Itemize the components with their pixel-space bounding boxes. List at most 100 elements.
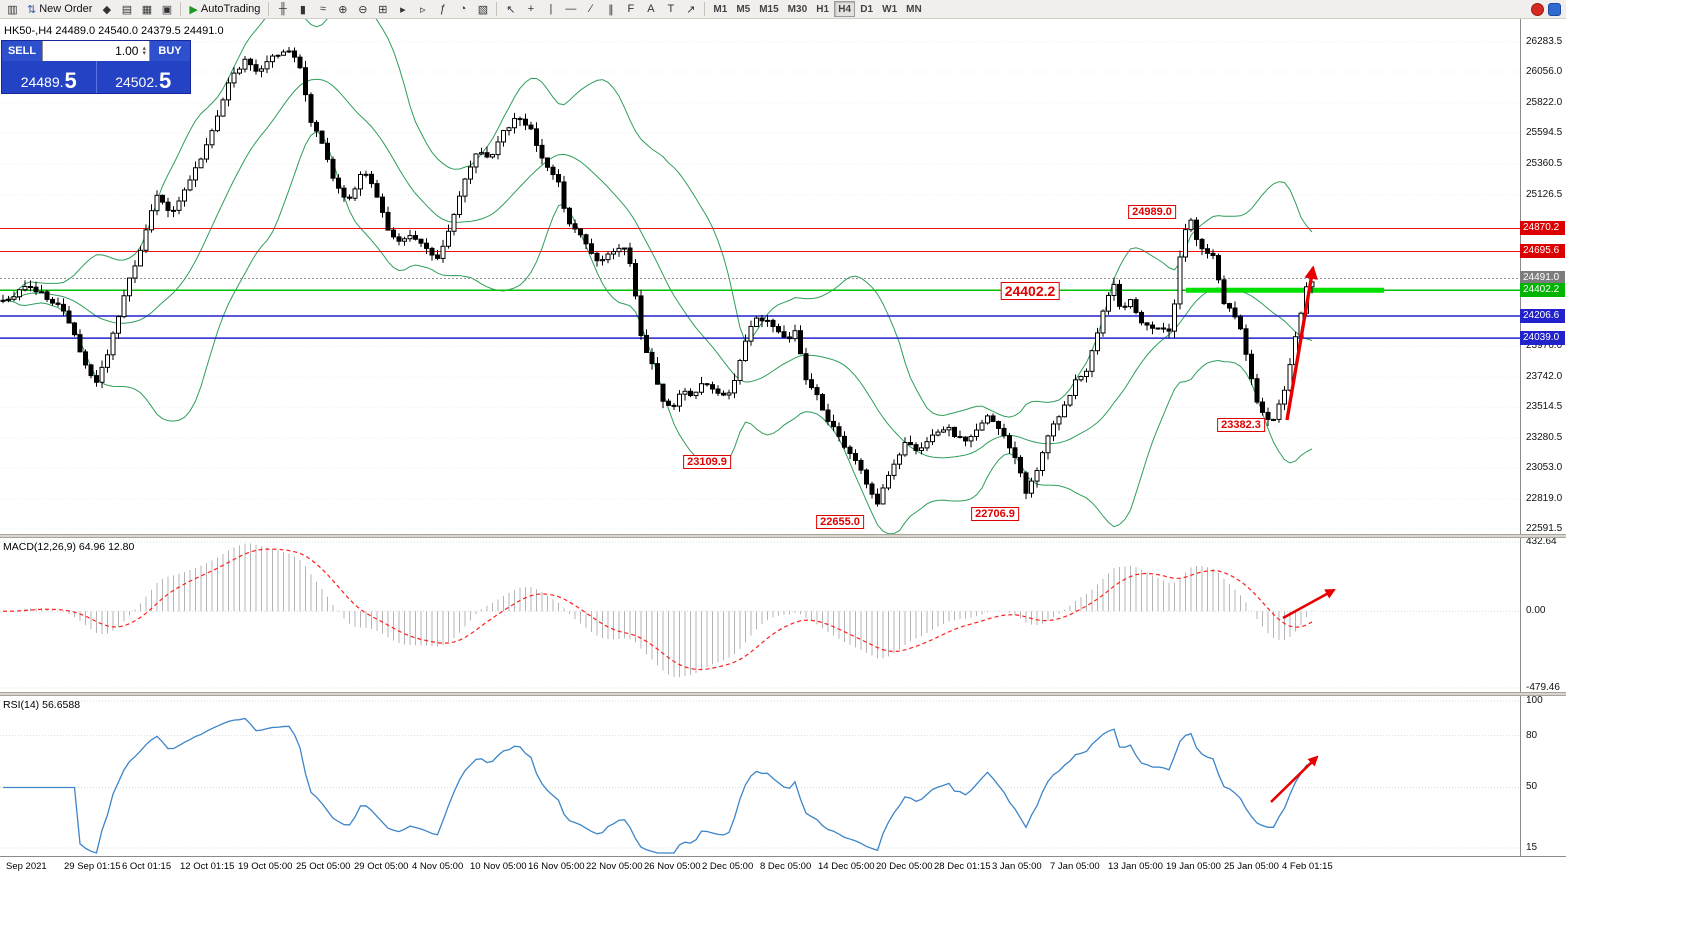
price-chart-panel[interactable]: HK50-,H4 24489.0 24540.0 24379.5 24491.0… (0, 19, 1566, 534)
market-watch-icon[interactable]: ▤ (117, 1, 136, 18)
price-axis-label: 25360.5 (1526, 157, 1563, 169)
time-axis-label: 12 Oct 01:15 (180, 861, 235, 872)
price-badge: 24491.0 (1520, 271, 1565, 286)
price-axis-label: 22819.0 (1526, 493, 1563, 505)
time-axis-label: 4 Nov 05:00 (412, 861, 464, 872)
sell-price-big: 5 (64, 68, 77, 93)
rsi-panel[interactable]: RSI(14) 56.6588 100 80 50 15 (0, 696, 1566, 856)
charts-icon[interactable]: ▥ (3, 1, 22, 18)
templates-icon[interactable]: ▧ (473, 1, 492, 18)
app-badge-icon[interactable] (1548, 2, 1561, 16)
macd-axis[interactable]: 432.64 0.00 -479.46 (1520, 538, 1566, 692)
crosshair-icon[interactable]: + (521, 1, 540, 18)
rsi-axis-label: 15 (1526, 842, 1538, 853)
price-badge: 24206.6 (1520, 308, 1565, 323)
price-annotation[interactable]: 22706.9 (971, 507, 1019, 521)
bar-chart-icon[interactable]: ╫ (273, 1, 292, 18)
candlestick-chart[interactable] (0, 19, 1520, 534)
chart-title: HK50-,H4 24489.0 24540.0 24379.5 24491.0 (4, 25, 224, 37)
timeframe-m1[interactable]: M1 (709, 1, 731, 17)
time-axis-label: 29 Sep 01:15 (64, 861, 121, 872)
tile-windows-icon[interactable]: ⊞ (373, 1, 392, 18)
timeframe-h1[interactable]: H1 (812, 1, 833, 17)
vertical-line-icon[interactable]: | (541, 1, 560, 18)
sell-button[interactable]: SELL (2, 41, 42, 61)
sell-price[interactable]: 24489. 5 (2, 61, 97, 93)
volume-up-icon[interactable]: ▴ (142, 45, 146, 52)
price-annotation[interactable]: 23382.3 (1217, 418, 1265, 432)
auto-scroll-icon[interactable]: ▸ (393, 1, 412, 18)
time-axis-label: 29 Oct 05:00 (354, 861, 409, 872)
horizontal-line-icon[interactable]: — (561, 1, 580, 18)
indicators-icon[interactable]: ƒ (433, 1, 452, 18)
equidistant-channel-icon[interactable]: ∥ (601, 1, 620, 18)
line-chart-icon[interactable]: ≈ (313, 1, 332, 18)
record-icon[interactable] (1531, 2, 1544, 16)
price-badge: 24039.0 (1520, 331, 1565, 346)
time-axis-label: 10 Nov 05:00 (470, 861, 527, 872)
label-icon[interactable]: T (661, 1, 680, 18)
chart-shift-icon[interactable]: ▹ (413, 1, 432, 18)
metaeditor-icon[interactable]: ◆ (97, 1, 116, 18)
text-icon[interactable]: A (641, 1, 660, 18)
time-axis[interactable]: Sep 2021 29 Sep 01:15 6 Oct 01:15 12 Oct 01… (0, 856, 1566, 878)
autotrading-button[interactable]: ▶ AutoTrading (185, 1, 264, 18)
timeframe-w1[interactable]: W1 (878, 1, 901, 17)
timeframe-h4[interactable]: H4 (834, 1, 856, 17)
price-axis-label: 22591.5 (1526, 523, 1563, 534)
timeframe-m5[interactable]: M5 (732, 1, 754, 17)
panel-splitter-macd[interactable] (0, 534, 1566, 538)
cursor-icon[interactable]: ↖ (501, 1, 520, 18)
time-axis-label: Sep 2021 (6, 861, 47, 872)
price-annotation[interactable]: 23109.9 (683, 455, 731, 469)
sell-price-small: 24489. (20, 74, 64, 90)
volume-down-icon[interactable]: ▾ (142, 50, 146, 57)
new-order-icon: ⇅ (27, 3, 37, 16)
fibonacci-icon[interactable]: F (621, 1, 640, 18)
macd-chart[interactable] (0, 538, 1520, 692)
trade-panel-top-row: SELL 1.00 ▴ ▾ BUY (2, 41, 190, 61)
buy-price[interactable]: 24502. 5 (97, 61, 191, 93)
rsi-axis-label: 50 (1526, 781, 1538, 793)
macd-label: MACD(12,26,9) 64.96 12.80 (3, 541, 134, 553)
time-axis-label: 3 Jan 05:00 (992, 861, 1042, 872)
price-annotation[interactable]: 22655.0 (816, 515, 864, 529)
new-order-button[interactable]: ⇅ New Order (23, 1, 96, 18)
time-axis-label: 28 Dec 01:15 (934, 861, 991, 872)
trendline-icon[interactable]: ∕ (581, 1, 600, 18)
price-axis-label: 25126.5 (1526, 188, 1563, 200)
price-annotation[interactable]: 24989.0 (1128, 205, 1176, 219)
rsi-axis-label: 80 (1526, 729, 1538, 741)
volume-spinner[interactable]: ▴ ▾ (142, 45, 146, 57)
price-axis-label: 25594.5 (1526, 126, 1563, 138)
arrows-icon[interactable]: ↗ (681, 1, 700, 18)
time-axis-label: 20 Dec 05:00 (876, 861, 933, 872)
terminal-icon[interactable]: ▣ (157, 1, 176, 18)
periods-icon[interactable]: ◔ (453, 1, 472, 18)
price-axis-label: 26056.0 (1526, 66, 1563, 78)
price-axis-label: 23742.0 (1526, 371, 1563, 383)
navigator-icon[interactable]: ▦ (137, 1, 156, 18)
macd-panel[interactable]: MACD(12,26,9) 64.96 12.80 432.64 0.00 -479… (0, 538, 1566, 692)
zoom-out-icon[interactable]: ⊖ (353, 1, 372, 18)
volume-input[interactable]: 1.00 ▴ ▾ (42, 41, 150, 61)
timeframe-m15[interactable]: M15 (755, 1, 782, 17)
timeframe-d1[interactable]: D1 (856, 1, 877, 17)
toolbar-separator (268, 2, 270, 16)
rsi-axis[interactable]: 100 80 50 15 (1520, 696, 1566, 856)
timeframe-m30[interactable]: M30 (784, 1, 811, 17)
trade-panel-price-row: 24489. 5 24502. 5 (2, 61, 190, 93)
time-axis-label: 13 Jan 05:00 (1108, 861, 1163, 872)
rsi-chart[interactable] (0, 696, 1520, 856)
timeframe-mn[interactable]: MN (902, 1, 926, 17)
rsi-name: RSI(14) (3, 699, 40, 711)
price-annotation[interactable]: 24402.2 (1000, 282, 1060, 300)
time-axis-label: 14 Dec 05:00 (818, 861, 875, 872)
zoom-in-icon[interactable]: ⊕ (333, 1, 352, 18)
time-axis-label: 7 Jan 05:00 (1050, 861, 1100, 872)
price-badge: 24402.2 (1520, 283, 1565, 298)
buy-button[interactable]: BUY (150, 41, 190, 61)
panel-splitter-rsi[interactable] (0, 692, 1566, 696)
time-axis-label: 2 Dec 05:00 (702, 861, 754, 872)
candlestick-chart-icon[interactable]: ▮ (293, 1, 312, 18)
